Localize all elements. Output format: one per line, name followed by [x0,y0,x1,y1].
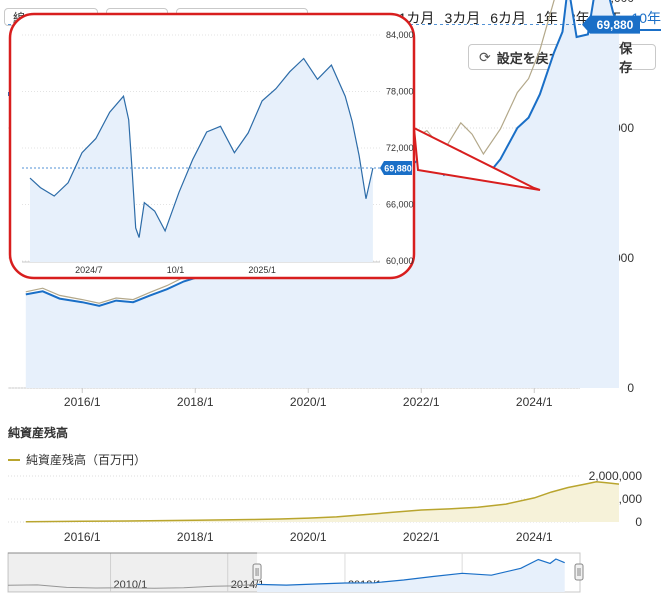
navigator-left-handle[interactable] [252,563,262,581]
range-tab-3m[interactable]: 3カ月 [444,10,481,26]
callout-arrow [412,126,541,191]
inset-y-tick-label: 78,000 [386,87,414,97]
inset-x-tick-label: 10/1 [167,265,185,275]
main-x-tick-label: 2024/1 [516,395,553,409]
inset-y-tick-label: 72,000 [386,143,414,153]
net-assets-chart: 純資産残高純資産残高（百万円）2,000,0001,000,00002016/1… [8,425,642,544]
net-assets-x-tick-label: 2022/1 [403,530,440,544]
net-assets-legend-label: 純資産残高（百万円） [26,452,146,467]
net-assets-area [25,481,620,522]
reset-icon: ⟳ [479,48,491,65]
main-y-tick-label: 75,000 [597,0,634,5]
range-tab-6m[interactable]: 6カ月 [490,10,527,26]
inset-price-area [30,58,373,262]
inset-x-tick-label: 2025/1 [248,265,276,275]
range-tabs: 1カ月 3カ月 6カ月 1年 3年 5年 10年 [399,8,661,31]
net-assets-y-tick-label: 2,000,000 [589,469,643,483]
main-y-tick-label: 0 [627,381,634,395]
inset-x-tick-label: 2024/7 [75,265,103,275]
main-x-tick-label: 2016/1 [64,395,101,409]
net-assets-x-tick-label: 2024/1 [516,530,553,544]
main-current-value-label: 69,880 [597,18,634,32]
main-x-tick-label: 2022/1 [403,395,440,409]
navigator-history-line [7,583,258,589]
main-current-value-badge [582,15,640,34]
net-assets-y-tick-label: 0 [635,515,642,529]
inset-chart: 84,000 78,000 72,000 66,000 60,000 2024/7 10/1… [8,12,416,280]
navigator-selected-line [257,558,565,586]
inset-y-tick-label: 66,000 [386,200,414,210]
save-label: 保存 [619,41,633,75]
navigator-right-handle[interactable] [574,563,584,581]
main-x-tick-label: 2020/1 [290,395,327,409]
inset-price-line [29,57,374,238]
net-assets-x-tick-label: 2018/1 [177,530,214,544]
net-assets-line [25,481,620,523]
main-x-tick-label: 2018/1 [177,395,214,409]
reset-label: 設定を戻す [496,50,562,66]
inset-y-tick-label: 84,000 [386,30,414,40]
inset-y-tick-label: 60,000 [386,256,414,266]
range-tab-1y[interactable]: 1年 [536,10,558,26]
main-price-area [25,0,619,388]
inset-current-value-label: 69,880 [384,163,412,173]
net-assets-x-tick-label: 2016/1 [64,530,101,544]
net-assets-title: 純資産残高 [8,425,68,440]
navigator-unselected-shade [8,553,258,592]
net-assets-x-tick-label: 2020/1 [290,530,327,544]
inset-current-value-badge [380,160,412,175]
